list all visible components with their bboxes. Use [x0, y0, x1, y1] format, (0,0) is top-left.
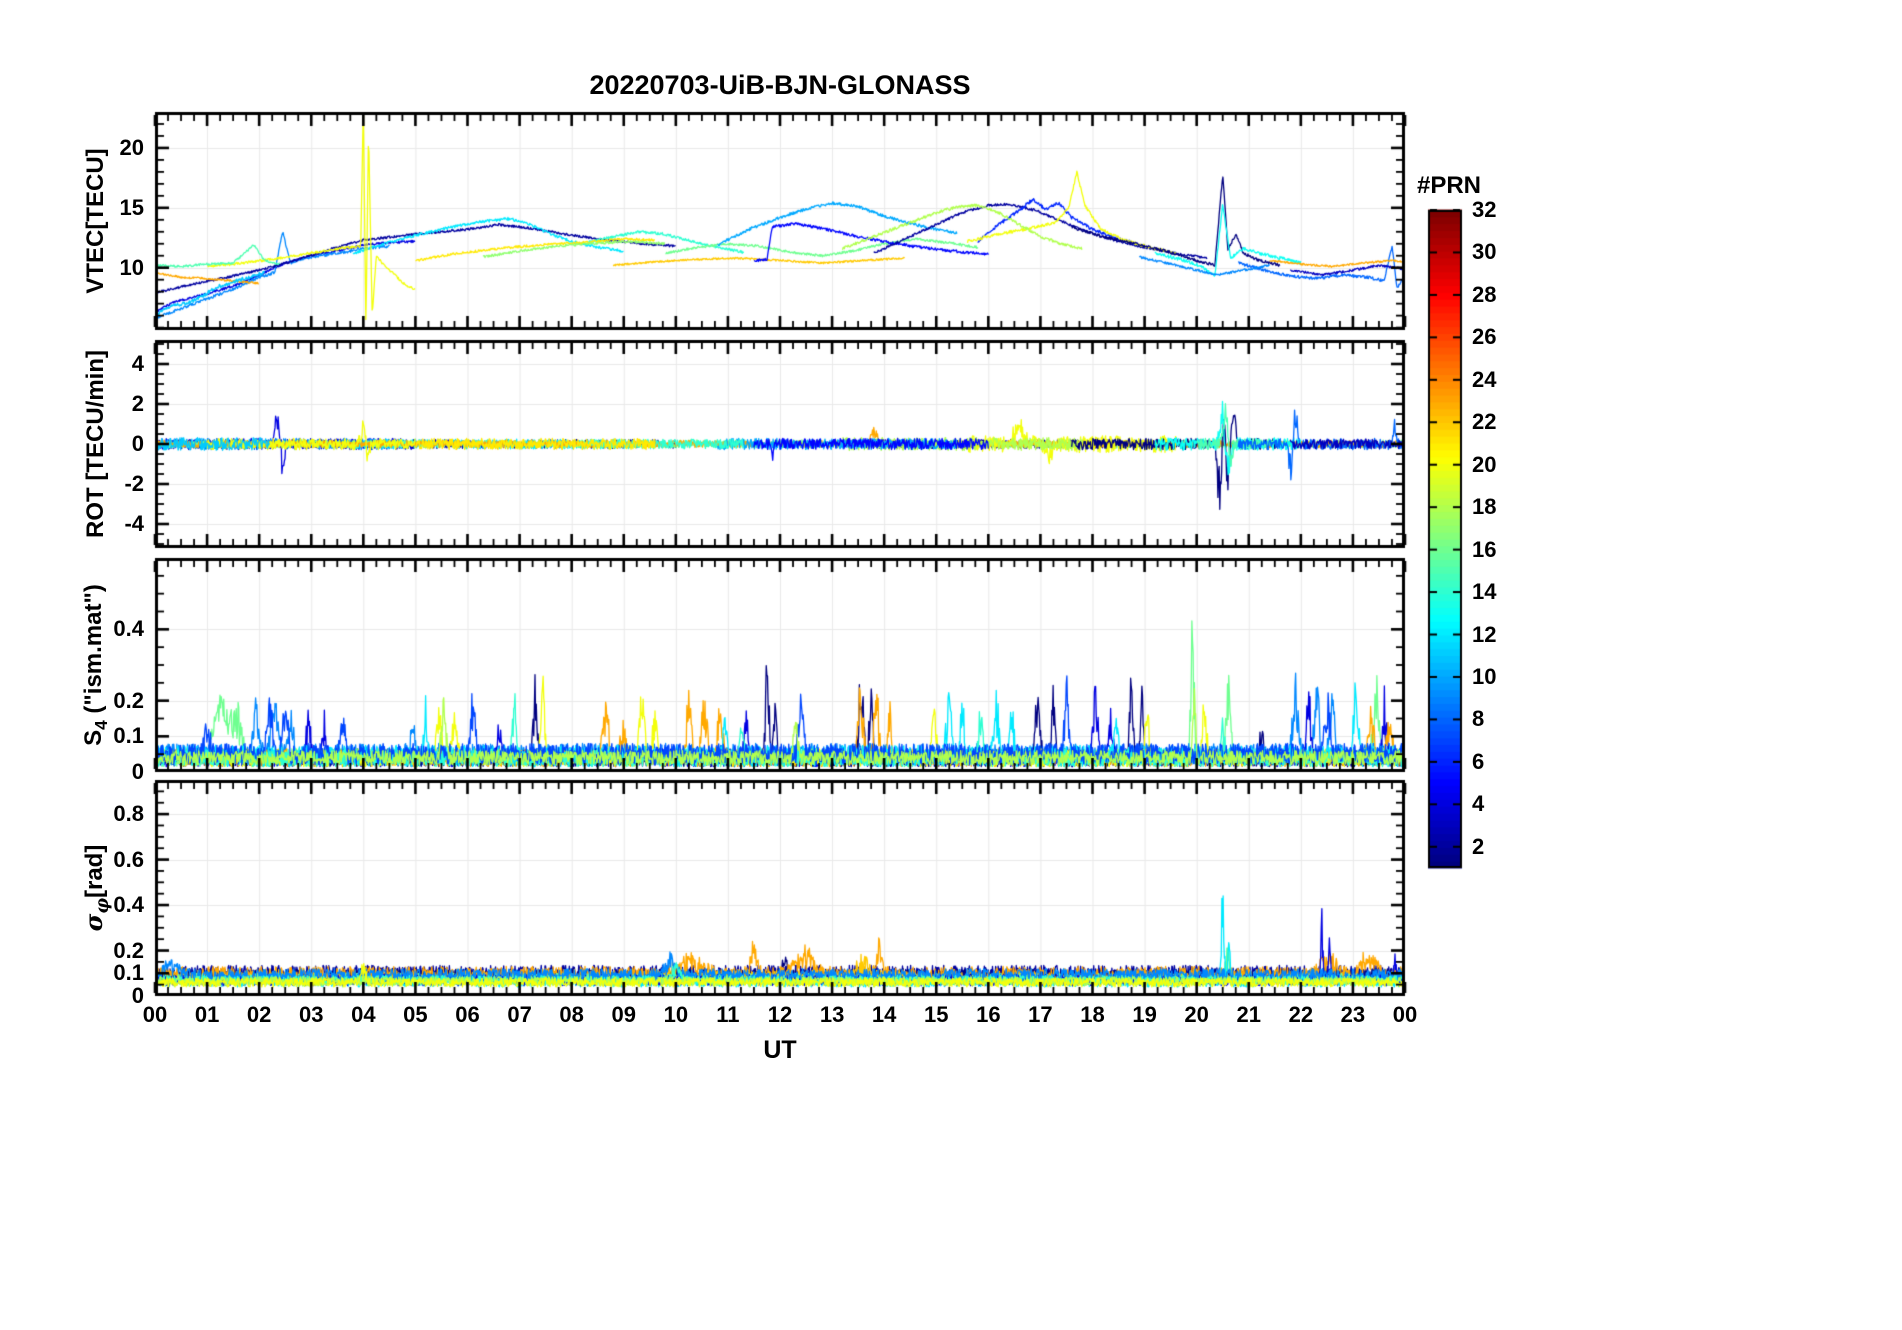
- y-tick-label-s4: 0.2: [113, 687, 144, 713]
- y-tick-label-rot: -2: [124, 471, 144, 496]
- colorbar-label: #PRN: [1416, 172, 1482, 199]
- colorbar-tick-label: 24: [1472, 366, 1497, 392]
- colorbar-tick-label: 32: [1472, 197, 1497, 222]
- y-tick-label-sigma-phi: 0.6: [113, 846, 144, 872]
- x-tick-label: 17: [1028, 1002, 1053, 1027]
- x-tick-label: 16: [976, 1002, 1001, 1027]
- y-tick-label-vtec: 10: [119, 254, 144, 280]
- x-tick-label: 10: [663, 1002, 689, 1027]
- x-tick-label: 06: [455, 1002, 480, 1027]
- x-tick-label: 00: [142, 1002, 168, 1027]
- y-tick-label-vtec: 20: [119, 134, 144, 160]
- x-tick-label: 23: [1340, 1002, 1366, 1027]
- x-tick-label: 03: [299, 1002, 324, 1027]
- x-tick-label: 01: [194, 1002, 220, 1027]
- x-tick-label: 09: [611, 1002, 636, 1027]
- x-tick-label: 21: [1236, 1002, 1261, 1027]
- x-tick-label: 00: [1392, 1002, 1418, 1027]
- y-tick-label-rot: -4: [124, 511, 144, 536]
- colorbar-tick-label: 20: [1472, 451, 1497, 477]
- x-tick-label: 14: [871, 1002, 897, 1027]
- x-tick-label: 22: [1288, 1002, 1314, 1027]
- y-tick-label-s4: 0.4: [113, 616, 144, 642]
- y-tick-label-sigma-phi: 0.2: [113, 937, 144, 963]
- x-tick-label: 04: [351, 1002, 376, 1027]
- colorbar-tick-label: 8: [1472, 706, 1485, 732]
- colorbar-tick-label: 16: [1472, 536, 1497, 562]
- colorbar-tick-label: 30: [1472, 239, 1497, 265]
- y-tick-label-sigma-phi: 0: [131, 983, 144, 1008]
- y-tick-label-rot: 0: [131, 431, 144, 456]
- colorbar-tick-label: 28: [1472, 281, 1497, 307]
- x-tick-label: 02: [246, 1002, 272, 1027]
- chart-title: 20220703-UiB-BJN-GLONASS: [589, 70, 971, 100]
- colorbar-tick-label: 2: [1472, 833, 1485, 859]
- colorbar-tick-label: 22: [1472, 409, 1497, 435]
- y-tick-label-s4: 0: [131, 759, 144, 784]
- x-tick-label: 11: [716, 1002, 740, 1027]
- colorbar-tick-label: 18: [1472, 494, 1497, 520]
- colorbar-tick-label: 26: [1472, 324, 1497, 350]
- colorbar-tick-label: 14: [1472, 579, 1497, 605]
- ylabel-s4: S4 ("ism.mat"): [80, 584, 112, 746]
- xlabel-ut: UT: [763, 1036, 797, 1064]
- y-tick-label-sigma-phi: 0.8: [113, 801, 144, 827]
- colorbar-tick-label: 12: [1472, 621, 1497, 647]
- x-tick-label: 15: [924, 1002, 949, 1027]
- colorbar-tick-label: 10: [1472, 663, 1497, 689]
- x-tick-label: 20: [1184, 1002, 1209, 1027]
- colorbar-tick-label: 6: [1472, 748, 1485, 774]
- y-tick-label-sigma-phi: 0.1: [113, 960, 144, 986]
- y-tick-label-rot: 4: [131, 351, 144, 376]
- y-tick-label-rot: 2: [131, 391, 144, 416]
- x-tick-label: 13: [819, 1002, 845, 1027]
- x-tick-label: 05: [403, 1002, 428, 1027]
- x-tick-label: 18: [1080, 1002, 1105, 1027]
- colorbar-tick-label: 4: [1472, 791, 1485, 817]
- x-tick-label: 12: [767, 1002, 793, 1027]
- y-tick-label-vtec: 15: [119, 194, 144, 220]
- x-tick-label: 08: [559, 1002, 584, 1027]
- y-tick-label-sigma-phi: 0.4: [113, 892, 144, 918]
- x-tick-label: 07: [507, 1002, 532, 1027]
- y-tick-label-s4: 0.1: [113, 723, 144, 749]
- x-tick-label: 19: [1132, 1002, 1157, 1027]
